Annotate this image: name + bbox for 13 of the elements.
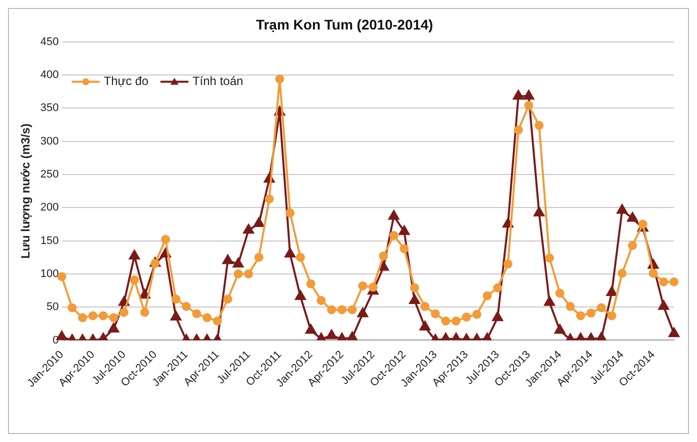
y-tick-label: 150 [40, 234, 59, 247]
y-axis-title: Lưu lượng nước (m3/s) [18, 123, 33, 259]
y-tick-label: 200 [40, 202, 59, 214]
y-tick-label: 300 [40, 135, 59, 148]
y-tick-label: 450 [40, 36, 59, 48]
legend-label: Tính toán [192, 74, 244, 88]
y-tick-label: 350 [40, 102, 59, 114]
chart-title: Trạm Kon Tum (2010-2014) [256, 16, 434, 32]
y-tick-label: 50 [46, 301, 59, 314]
y-tick-label: 100 [40, 268, 59, 280]
y-tick-label: 400 [40, 68, 59, 81]
y-tick-label: 250 [40, 168, 59, 180]
legend-label: Thực đo [104, 74, 149, 88]
